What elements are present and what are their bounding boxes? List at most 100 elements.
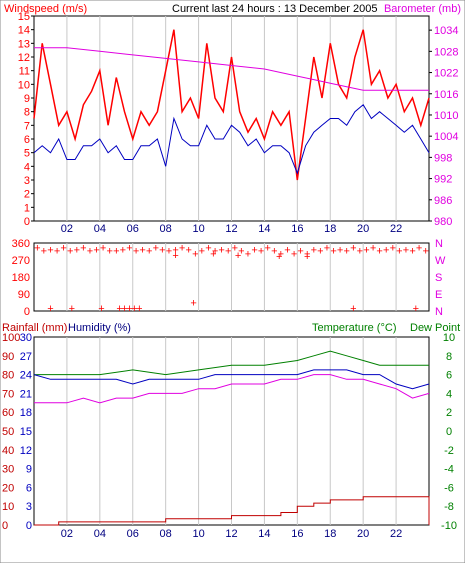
direction-point: + bbox=[416, 243, 422, 255]
direction-point: + bbox=[87, 246, 93, 258]
y-tick-label: 4 bbox=[24, 161, 30, 173]
rainfall-tick-label: 70 bbox=[2, 388, 14, 400]
dewpoint-axis-label: Dew Point bbox=[410, 322, 460, 334]
rainfall-tick-label: 40 bbox=[2, 445, 14, 457]
temperature-tick-label: -8 bbox=[444, 501, 454, 513]
direction-point: + bbox=[146, 246, 152, 258]
wind-barometer-panel: 02 04 06 08 10 12 14 16 18 20 22012345678910111213… bbox=[18, 11, 459, 235]
direction-point: + bbox=[41, 246, 47, 258]
direction-point: + bbox=[60, 243, 66, 255]
x-tick-label: 02 bbox=[61, 223, 73, 235]
direction-point: + bbox=[370, 243, 376, 255]
humidity-tick-label: 0 bbox=[26, 520, 32, 532]
rainfall-tick-label: 90 bbox=[2, 351, 14, 363]
humidity-tick-label: 24 bbox=[20, 370, 32, 382]
x-tick-label: 08 bbox=[160, 223, 172, 235]
y2-tick-label: 1004 bbox=[434, 131, 458, 143]
y-tick-label: 3 bbox=[24, 175, 30, 187]
x-tick-label: 20 bbox=[357, 223, 369, 235]
compass-label: E bbox=[435, 289, 442, 301]
direction-point: + bbox=[363, 245, 369, 257]
direction-point: + bbox=[74, 245, 80, 257]
direction-point: + bbox=[199, 246, 205, 258]
direction-point: + bbox=[179, 243, 185, 255]
direction-point: + bbox=[376, 246, 382, 258]
direction-point: + bbox=[212, 246, 218, 258]
temperature-tick-label: 0 bbox=[446, 426, 452, 438]
humidity-axis-label: Humidity (%) bbox=[68, 322, 131, 334]
direction-point: + bbox=[98, 303, 104, 315]
direction-point: + bbox=[304, 251, 310, 263]
direction-point: + bbox=[271, 246, 277, 258]
direction-point: + bbox=[172, 245, 178, 257]
y2-tick-label: 1016 bbox=[434, 89, 458, 101]
rainfall-tick-label: 100 bbox=[2, 332, 20, 344]
direction-point: + bbox=[330, 246, 336, 258]
direction-point: + bbox=[357, 246, 363, 258]
direction-point: + bbox=[232, 243, 238, 255]
direction-point: + bbox=[47, 245, 53, 257]
direction-point: + bbox=[238, 246, 244, 258]
direction-point: + bbox=[205, 243, 211, 255]
direction-point: + bbox=[251, 245, 257, 257]
series-line bbox=[33, 29, 430, 181]
barometer-axis-label: Barometer (mb) bbox=[384, 3, 461, 15]
direction-point: + bbox=[350, 303, 356, 315]
direction-point: + bbox=[210, 248, 216, 260]
x-tick-label: 16 bbox=[291, 223, 303, 235]
x-tick-label: 04 bbox=[94, 528, 106, 540]
direction-point: + bbox=[113, 246, 119, 258]
humidity-tick-label: 15 bbox=[20, 426, 32, 438]
humidity-tick-label: 21 bbox=[20, 388, 32, 400]
x-tick-label: 10 bbox=[192, 223, 204, 235]
compass-label: S bbox=[435, 272, 442, 284]
humidity-tick-label: 12 bbox=[20, 445, 32, 457]
y2-tick-label: 1010 bbox=[434, 110, 458, 122]
direction-point: + bbox=[80, 243, 86, 255]
y-tick-label: 15 bbox=[18, 11, 30, 23]
y-tick-label: 0 bbox=[24, 216, 30, 228]
direction-point: + bbox=[172, 250, 178, 262]
direction-point: + bbox=[116, 303, 122, 315]
y-tick-label: 9 bbox=[24, 93, 30, 105]
direction-point: + bbox=[121, 303, 127, 315]
y-tick-label: 8 bbox=[24, 107, 30, 119]
temperature-tick-label: -10 bbox=[441, 520, 457, 532]
direction-point: + bbox=[126, 303, 132, 315]
rainfall-tick-label: 0 bbox=[2, 520, 8, 532]
compass-label: N bbox=[435, 306, 443, 318]
direction-point: + bbox=[106, 246, 112, 258]
direction-point: + bbox=[383, 245, 389, 257]
direction-point: + bbox=[350, 243, 356, 255]
x-tick-label: 12 bbox=[225, 528, 237, 540]
y-tick-label: 5 bbox=[24, 148, 30, 160]
compass-label: N bbox=[435, 238, 443, 250]
y2-tick-label: 1034 bbox=[434, 25, 458, 37]
rainfall-tick-label: 60 bbox=[2, 407, 14, 419]
y2-tick-label: 980 bbox=[434, 216, 452, 228]
humidity-tick-label: 9 bbox=[26, 464, 32, 476]
x-tick-label: 06 bbox=[127, 223, 139, 235]
direction-point: + bbox=[422, 246, 428, 258]
series-line bbox=[34, 47, 429, 91]
rainfall-tick-label: 80 bbox=[2, 370, 14, 382]
rainfall-tick-label: 50 bbox=[2, 426, 14, 438]
temperature-tick-label: -2 bbox=[444, 445, 454, 457]
y2-tick-label: 1028 bbox=[434, 46, 458, 58]
y-tick-label: 180 bbox=[12, 272, 30, 284]
direction-point: + bbox=[93, 245, 99, 257]
direction-point: + bbox=[276, 251, 282, 263]
direction-point: + bbox=[225, 246, 231, 258]
y-tick-label: 13 bbox=[18, 38, 30, 50]
direction-point: + bbox=[245, 248, 251, 260]
humidity-tick-label: 6 bbox=[26, 482, 32, 494]
direction-point: + bbox=[264, 243, 270, 255]
direction-point: + bbox=[126, 243, 132, 255]
direction-point: + bbox=[304, 248, 310, 260]
humidity-tick-label: 27 bbox=[20, 351, 32, 363]
direction-point: + bbox=[131, 303, 137, 315]
x-tick-label: 22 bbox=[390, 528, 402, 540]
y-tick-label: 360 bbox=[12, 238, 30, 250]
direction-point: + bbox=[133, 246, 139, 258]
